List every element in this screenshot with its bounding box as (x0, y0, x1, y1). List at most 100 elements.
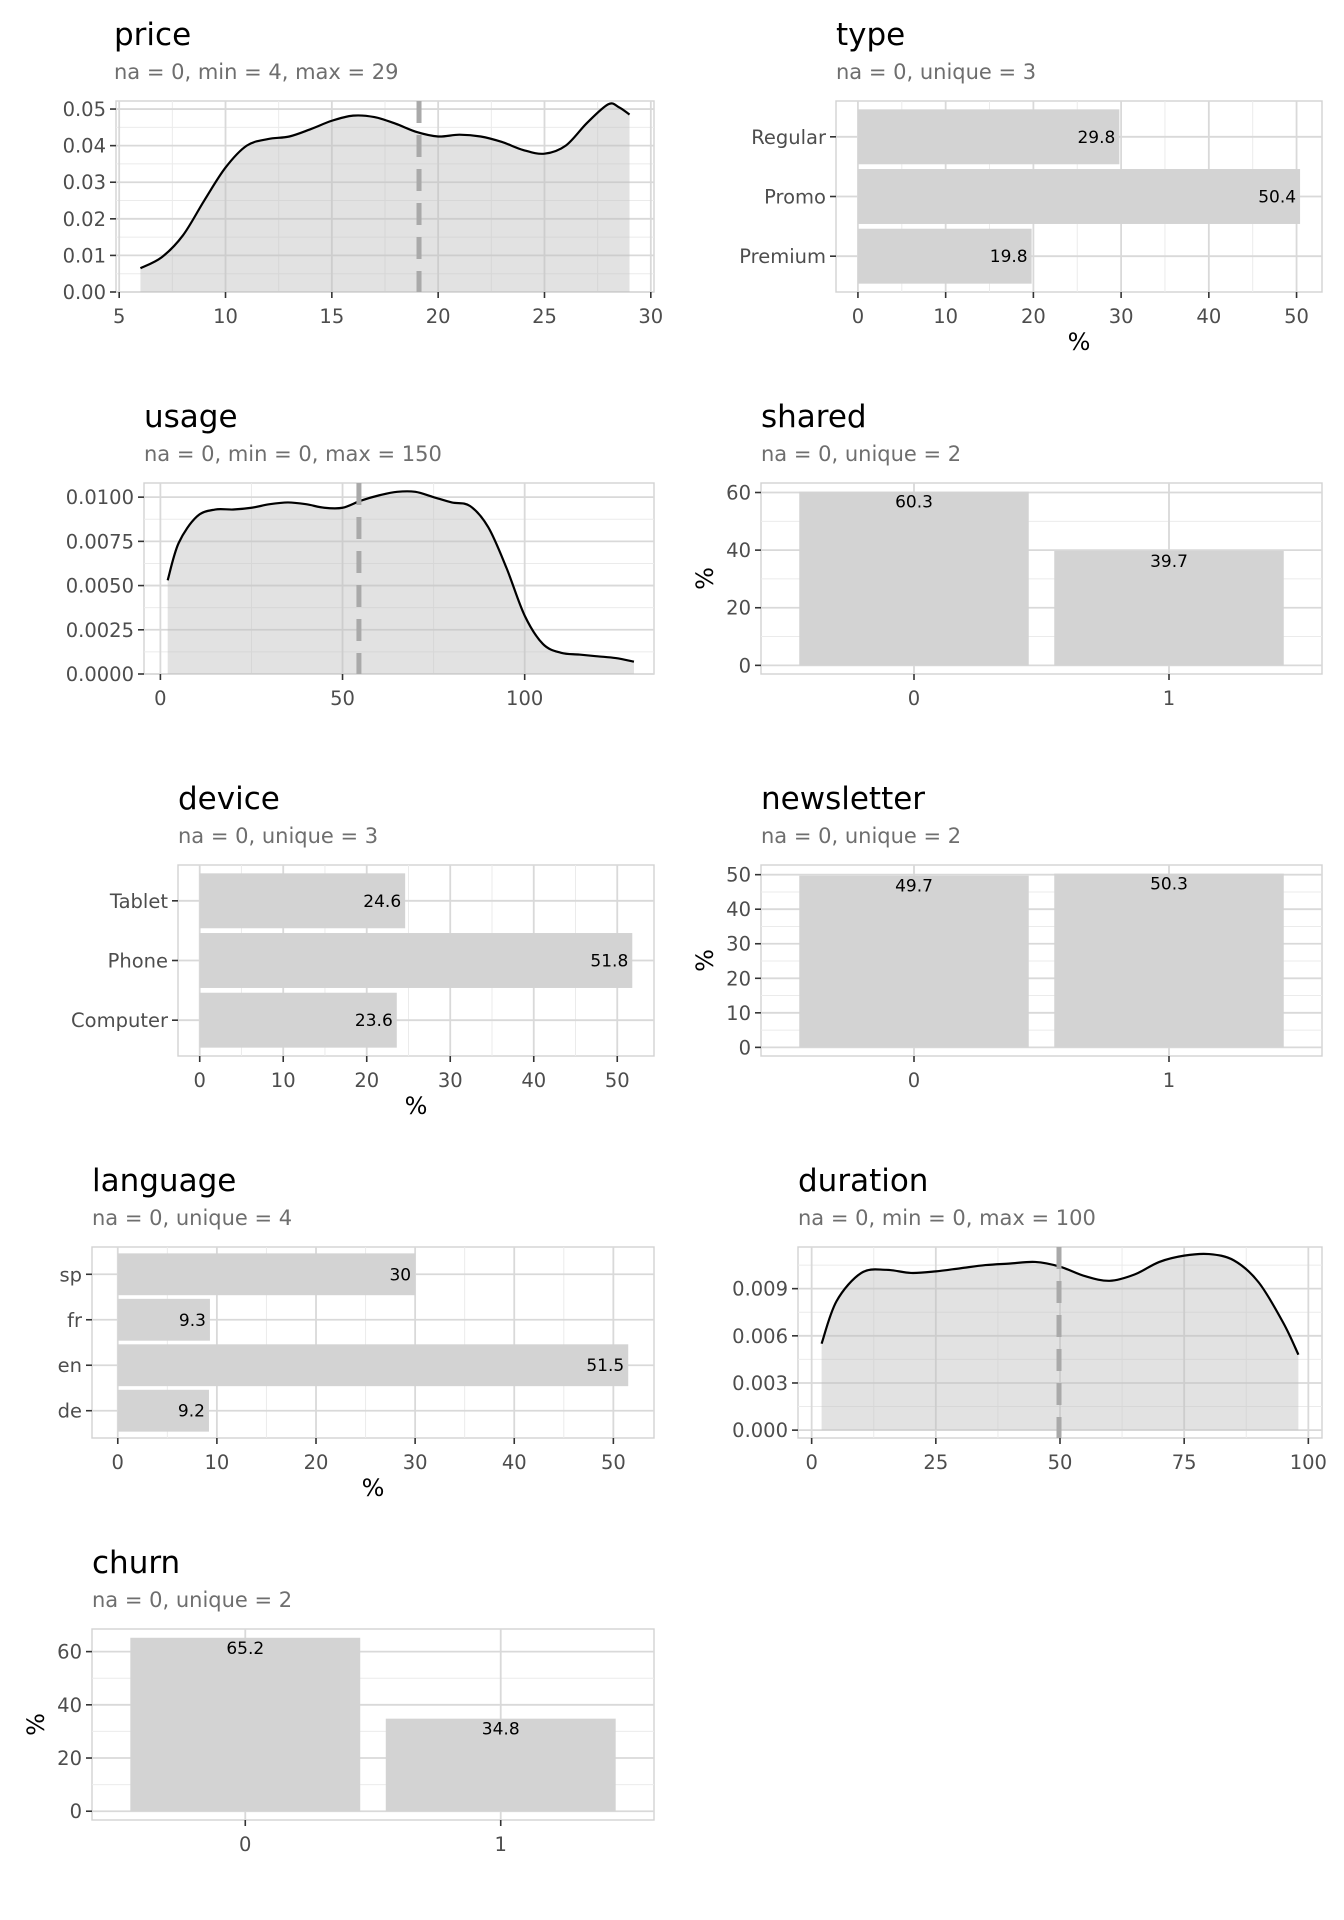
bar-1 (1054, 550, 1284, 666)
x-tick-label: 0 (194, 1069, 206, 1092)
y-axis-title: % (691, 949, 719, 972)
data-label: 39.7 (1150, 552, 1188, 572)
panel-device: device na = 0, unique = 3 23.6 Computer 51.8… (71, 781, 655, 1120)
data-label: 50.3 (1150, 875, 1188, 895)
data-label: 19.8 (990, 247, 1028, 267)
bar-fr (117, 1298, 210, 1341)
x-tick-label: 50 (1284, 305, 1309, 328)
data-label: 9.3 (179, 1311, 206, 1331)
y-tick-label: 60 (57, 1641, 82, 1664)
y-tick-label: 10 (726, 1002, 751, 1025)
data-label: 29.8 (1077, 128, 1115, 148)
y-tick-label: 20 (57, 1747, 82, 1770)
panel-subtitle: na = 0, unique = 4 (92, 1206, 292, 1230)
y-axis-title: % (691, 567, 719, 590)
y-tick-label: 0.0025 (66, 619, 134, 642)
y-tick-label: de (58, 1400, 82, 1423)
y-tick-label: 0.03 (63, 171, 106, 194)
panel-title: price (114, 17, 191, 53)
x-tick-label: 30 (1109, 305, 1134, 328)
y-tick-label: 0.02 (63, 208, 106, 231)
x-tick-label: 50 (601, 1451, 626, 1474)
y-tick-label: 20 (726, 597, 751, 620)
density-line (166, 490, 635, 663)
x-tick-label: 25 (923, 1451, 948, 1474)
x-axis-title: % (405, 1092, 428, 1120)
data-label: 24.6 (363, 892, 401, 912)
y-tick-label: 0.0075 (66, 530, 134, 553)
y-tick-label: 0 (70, 1800, 82, 1823)
x-tick-label: 100 (506, 687, 543, 710)
panel-language: language na = 0, unique = 4 9.2 de 51.5 en 9.3… (58, 1163, 655, 1502)
x-tick-label: 40 (502, 1451, 527, 1474)
x-tick-label: 5 (113, 305, 125, 328)
y-tick-label: 0.0100 (66, 486, 134, 509)
panel-subtitle: na = 0, unique = 3 (178, 824, 378, 848)
panel-type: type na = 0, unique = 3 19.8 Premium 50.4 Pro… (739, 17, 1323, 356)
bar-0 (130, 1637, 361, 1812)
x-tick-label: 30 (403, 1451, 428, 1474)
panel-subtitle: na = 0, unique = 2 (92, 1588, 292, 1612)
y-tick-label: 0 (739, 654, 751, 677)
x-tick-label: 1 (495, 1833, 507, 1856)
x-tick-label: 75 (1172, 1451, 1197, 1474)
bar-Premium (857, 228, 1032, 284)
bar-Computer (199, 992, 397, 1048)
x-tick-label: 0 (239, 1833, 251, 1856)
panel-churn: churn na = 0, unique = 2 65.2 0 34.8 1 0 20 40 60… (22, 1545, 655, 1856)
bar-0 (799, 491, 1029, 666)
x-tick-label: 0 (805, 1451, 817, 1474)
data-label: 34.8 (482, 1720, 520, 1740)
panel-price: price na = 0, min = 4, max = 29 5 10 15 20 25 3… (63, 17, 664, 328)
bar-Promo (857, 169, 1301, 224)
x-tick-label: 20 (426, 305, 451, 328)
x-tick-label: 30 (438, 1069, 463, 1092)
panel-title: shared (761, 399, 867, 435)
density-line (139, 102, 631, 270)
data-label: 51.8 (590, 952, 628, 972)
bar-sp (117, 1253, 416, 1296)
bar-1 (1054, 873, 1284, 1048)
x-axis-title: % (1068, 328, 1091, 356)
x-tick-label: 0 (908, 1069, 920, 1092)
x-tick-label: 25 (532, 305, 557, 328)
y-tick-label: 20 (726, 967, 751, 990)
y-tick-label: 0.05 (63, 98, 106, 121)
x-tick-label: 50 (330, 687, 355, 710)
density-area (821, 1253, 1299, 1431)
y-tick-label: 40 (57, 1694, 82, 1717)
panel-title: type (836, 17, 905, 53)
x-tick-label: 20 (1021, 305, 1046, 328)
bar-0 (799, 875, 1029, 1048)
y-tick-label: Tablet (109, 890, 168, 913)
bar-en (117, 1344, 629, 1387)
y-tick-label: 40 (726, 539, 751, 562)
x-tick-label: 10 (933, 305, 958, 328)
y-tick-label: 0.009 (732, 1278, 788, 1301)
y-tick-label: 0.00 (63, 281, 106, 304)
panel-title: device (178, 781, 280, 817)
data-label: 9.2 (178, 1402, 205, 1422)
x-tick-label: 50 (605, 1069, 630, 1092)
panel-subtitle: na = 0, unique = 2 (761, 442, 961, 466)
bar-Phone (199, 933, 633, 988)
x-tick-label: 40 (1196, 305, 1221, 328)
x-tick-label: 10 (204, 1451, 229, 1474)
bar-Tablet (199, 873, 406, 929)
panel-title: churn (92, 1545, 180, 1581)
x-tick-label: 1 (1163, 687, 1175, 710)
y-tick-label: 0.000 (732, 1419, 788, 1442)
x-tick-label: 10 (271, 1069, 296, 1092)
y-tick-label: 0.01 (63, 244, 106, 267)
y-tick-label: fr (67, 1309, 83, 1332)
x-tick-label: 50 (1048, 1451, 1073, 1474)
y-tick-label: 60 (726, 482, 751, 505)
bar-1 (385, 1718, 616, 1812)
y-axis-title: % (22, 1713, 50, 1736)
panel-subtitle: na = 0, unique = 2 (761, 824, 961, 848)
x-tick-label: 0 (852, 305, 864, 328)
data-label: 60.3 (895, 493, 933, 513)
panel-subtitle: na = 0, unique = 3 (836, 60, 1036, 84)
